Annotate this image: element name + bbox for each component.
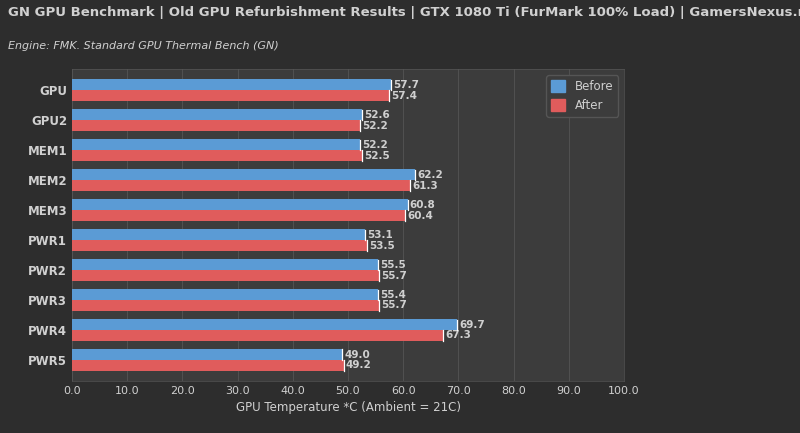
Bar bbox=[72, 180, 410, 191]
Bar bbox=[72, 259, 378, 270]
Text: Engine: FMK. Standard GPU Thermal Bench (GN): Engine: FMK. Standard GPU Thermal Bench … bbox=[8, 41, 278, 51]
Bar bbox=[72, 199, 408, 210]
Bar bbox=[72, 270, 379, 281]
Text: 69.7: 69.7 bbox=[459, 320, 485, 330]
Text: 55.7: 55.7 bbox=[382, 271, 407, 281]
Bar bbox=[72, 289, 378, 300]
Bar bbox=[72, 319, 457, 330]
Bar bbox=[72, 360, 343, 371]
Text: 53.5: 53.5 bbox=[370, 241, 395, 251]
Text: 53.1: 53.1 bbox=[367, 230, 393, 240]
Bar bbox=[72, 210, 406, 221]
Text: 55.5: 55.5 bbox=[381, 260, 406, 270]
Bar bbox=[72, 240, 367, 251]
Text: 49.2: 49.2 bbox=[346, 360, 371, 371]
Bar bbox=[72, 229, 365, 240]
Bar bbox=[72, 300, 379, 311]
X-axis label: GPU Temperature *C (Ambient = 21C): GPU Temperature *C (Ambient = 21C) bbox=[235, 401, 461, 414]
Text: 57.4: 57.4 bbox=[391, 90, 417, 100]
Text: 60.8: 60.8 bbox=[410, 200, 435, 210]
Text: 52.2: 52.2 bbox=[362, 140, 388, 150]
Text: 61.3: 61.3 bbox=[413, 181, 438, 191]
Legend: Before, After: Before, After bbox=[546, 75, 618, 116]
Bar bbox=[72, 169, 415, 180]
Text: 52.2: 52.2 bbox=[362, 121, 388, 131]
Bar bbox=[72, 110, 362, 120]
Bar bbox=[72, 150, 362, 161]
Text: 52.5: 52.5 bbox=[364, 151, 390, 161]
Text: 55.4: 55.4 bbox=[380, 290, 406, 300]
Bar bbox=[72, 330, 443, 341]
Text: 57.7: 57.7 bbox=[393, 80, 418, 90]
Bar bbox=[72, 349, 342, 360]
Text: GN GPU Benchmark | Old GPU Refurbishment Results | GTX 1080 Ti (FurMark 100% Loa: GN GPU Benchmark | Old GPU Refurbishment… bbox=[8, 6, 800, 19]
Text: 52.6: 52.6 bbox=[365, 110, 390, 120]
Text: 60.4: 60.4 bbox=[408, 210, 434, 220]
Bar bbox=[72, 90, 389, 101]
Text: 55.7: 55.7 bbox=[382, 301, 407, 310]
Bar bbox=[72, 80, 390, 90]
Bar bbox=[72, 139, 360, 150]
Text: 49.0: 49.0 bbox=[345, 350, 370, 360]
Text: 62.2: 62.2 bbox=[418, 170, 443, 180]
Text: 67.3: 67.3 bbox=[446, 330, 471, 340]
Bar bbox=[72, 120, 360, 131]
